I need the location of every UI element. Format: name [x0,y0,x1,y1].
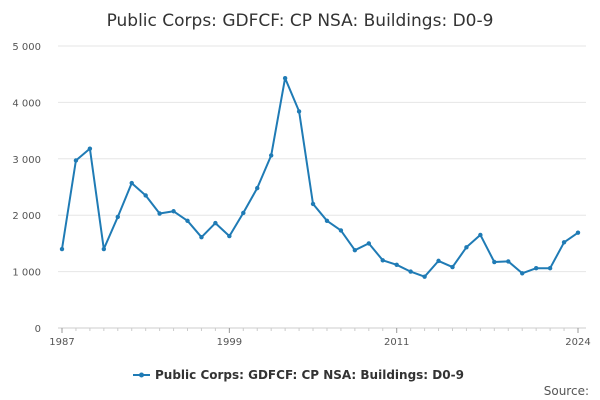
y-tick-label: 0 [35,324,41,335]
legend-entry: Public Corps: GDFCF: CP NSA: Buildings: … [155,368,464,382]
data-point[interactable] [450,264,455,270]
data-point[interactable] [561,240,567,245]
x-axis [58,327,586,333]
data-point[interactable] [366,241,372,246]
data-point[interactable] [394,262,399,268]
data-point[interactable] [59,246,65,252]
data-point[interactable] [157,211,162,216]
data-point[interactable] [324,218,330,224]
data-point[interactable] [478,232,483,238]
data-point[interactable] [282,75,288,81]
data-point[interactable] [352,247,358,253]
data-point[interactable] [310,201,316,207]
data-point[interactable] [143,193,148,198]
series-line [61,77,579,278]
data-point[interactable] [268,153,274,158]
grid-lines [58,45,586,273]
data-point[interactable] [380,258,385,263]
source-label: Source: [544,384,589,398]
x-tick-label: 1999 [217,337,242,348]
data-point[interactable] [185,218,190,224]
data-point[interactable] [213,220,218,226]
data-point[interactable] [227,233,232,239]
y-tick-label: 2 000 [12,211,41,222]
data-point[interactable] [575,230,581,235]
data-point[interactable] [296,109,302,114]
legend-swatch-marker [139,372,144,378]
data-point[interactable] [408,269,413,274]
x-tick-label: 1987 [49,337,74,348]
data-point[interactable] [520,271,525,276]
y-tick-label: 4 000 [12,98,41,109]
y-tick-label: 3 000 [12,155,41,166]
x-tick-label: 2011 [384,337,409,348]
x-axis-labels: 1987 1999 2011 2024 [49,337,590,348]
series-layer [59,75,581,279]
data-point[interactable] [87,146,93,151]
data-point[interactable] [422,274,427,279]
data-point[interactable] [506,259,511,264]
data-point[interactable] [533,266,539,271]
x-tick-label: 2024 [565,337,590,348]
chart-title: Public Corps: GDFCF: CP NSA: Buildings: … [107,11,494,31]
data-point[interactable] [73,158,79,163]
data-point[interactable] [199,234,204,240]
data-point[interactable] [101,246,107,252]
data-point[interactable] [241,210,246,216]
data-point[interactable] [492,259,497,265]
data-point[interactable] [171,209,176,214]
data-point[interactable] [129,180,134,186]
y-tick-label: 5 000 [12,42,41,53]
legend[interactable]: Public Corps: GDFCF: CP NSA: Buildings: … [133,368,464,382]
data-point[interactable] [115,214,120,220]
data-point[interactable] [338,228,344,233]
data-point[interactable] [436,258,441,264]
data-point[interactable] [547,266,553,271]
data-point[interactable] [255,185,260,191]
y-tick-label: 1 000 [12,268,41,279]
y-axis-labels: 0 1 000 2 000 3 000 4 000 5 000 [12,42,41,335]
data-point[interactable] [464,245,469,250]
